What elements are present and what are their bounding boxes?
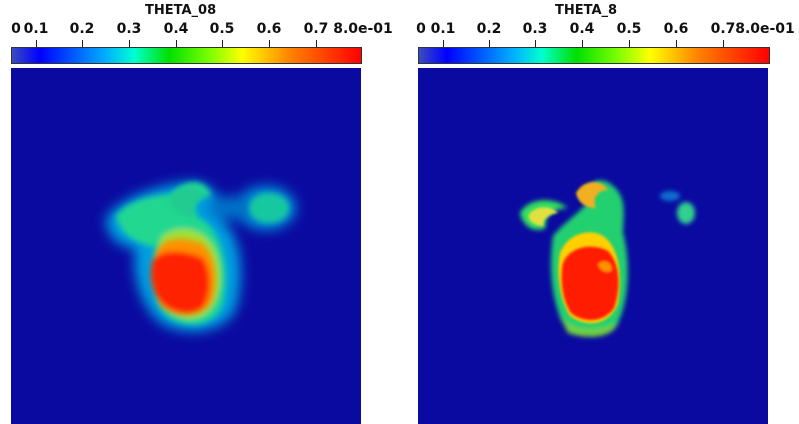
tick-label-max: 8.0e-01	[333, 21, 393, 37]
tick-label-07: 0.7	[303, 21, 329, 37]
tickmark	[489, 40, 490, 47]
tickmark	[535, 40, 536, 47]
field-svg	[418, 68, 768, 424]
plume-core	[151, 239, 216, 315]
panel-theta-08: THETA_08 0 0.1 0.2 0.3 0.4 0.5 0.6 0.7 8…	[11, 3, 393, 424]
tick-label-05: 0.5	[209, 21, 235, 37]
tickmark	[582, 40, 583, 47]
scalar-field-plot	[418, 68, 768, 424]
colorbar-title: THETA_8	[555, 3, 618, 18]
tick-label-max: 8.0e-01	[735, 21, 795, 37]
plume-core	[561, 246, 619, 320]
tick-label-0: 0	[416, 21, 426, 37]
field-svg	[11, 68, 361, 424]
tick-label-01: 0.1	[23, 21, 49, 37]
tick-label-06: 0.6	[256, 21, 282, 37]
scalar-field-plot	[11, 68, 361, 424]
tickmark	[723, 40, 724, 47]
tickmark	[269, 40, 270, 47]
tick-label-03: 0.3	[116, 21, 142, 37]
colorbar-title: THETA_08	[145, 3, 217, 18]
tick-label-03: 0.3	[522, 21, 548, 37]
tick-label-02: 0.2	[69, 21, 95, 37]
tick-label-04: 0.4	[569, 21, 595, 37]
tick-label-06: 0.6	[663, 21, 689, 37]
tick-label-01: 0.1	[430, 21, 456, 37]
tick-label-0: 0	[11, 21, 21, 37]
tickmark	[443, 40, 444, 47]
colorbar	[11, 47, 362, 64]
tickmark	[129, 40, 130, 47]
colorbar	[418, 47, 770, 64]
tick-label-04: 0.4	[163, 21, 189, 37]
tick-label-05: 0.5	[616, 21, 642, 37]
panel-theta-8: THETA_8 0 0.1 0.2 0.3 0.4 0.5 0.6 0.7 8.…	[407, 0, 799, 424]
tickmark	[316, 40, 317, 47]
tickmark	[629, 40, 630, 47]
tick-label-02: 0.2	[476, 21, 502, 37]
tickmark	[36, 40, 37, 47]
tickmark	[82, 40, 83, 47]
tick-label-07: 0.7	[710, 21, 736, 37]
tickmark	[222, 40, 223, 47]
tickmark	[176, 40, 177, 47]
tickmark	[676, 40, 677, 47]
